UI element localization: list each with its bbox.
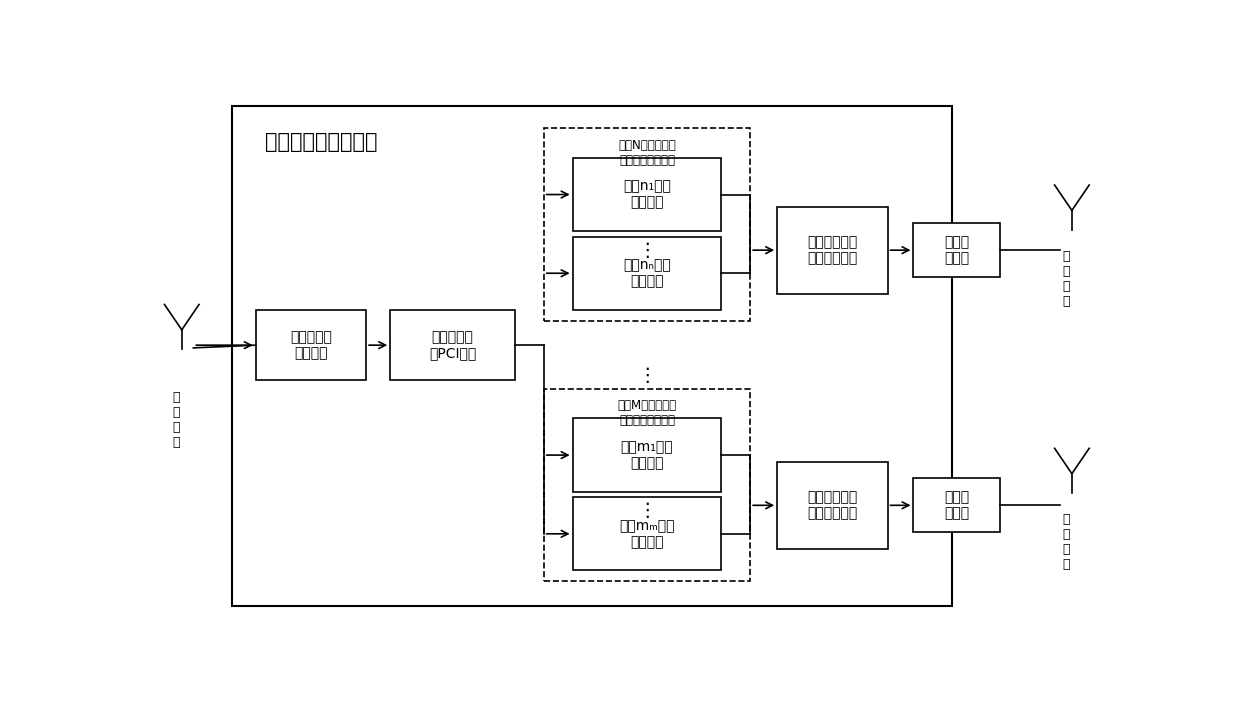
Bar — [390, 310, 515, 381]
Text: 同频点下小区
数据合并单元: 同频点下小区 数据合并单元 — [807, 490, 857, 520]
Text: 扫频及信号
接收单元: 扫频及信号 接收单元 — [290, 330, 332, 360]
Text: ⋮: ⋮ — [638, 240, 657, 259]
Text: 小区n₁基带
数据生成: 小区n₁基带 数据生成 — [623, 180, 672, 209]
Bar — [777, 462, 887, 548]
Bar — [232, 106, 952, 606]
Text: 发
送
天
线: 发 送 天 线 — [1062, 250, 1070, 308]
Text: 信号发
送单元: 信号发 送单元 — [944, 235, 969, 265]
Text: 小区m₁基带
数据生成: 小区m₁基带 数据生成 — [621, 440, 673, 470]
Text: ⋮: ⋮ — [638, 365, 657, 384]
Bar — [572, 237, 721, 310]
Bar — [913, 223, 1000, 277]
Text: 小区mₘ基带
数据生成: 小区mₘ基带 数据生成 — [620, 519, 675, 549]
Text: 小区nₙ基带
数据生成: 小区nₙ基带 数据生成 — [623, 258, 670, 288]
Text: ⋮: ⋮ — [638, 501, 657, 520]
Bar — [544, 388, 751, 582]
Bar — [572, 497, 721, 570]
Text: 频点N下单小区基
带数据生成单元集: 频点N下单小区基 带数据生成单元集 — [618, 139, 675, 167]
Text: 频点M下单小区基
带数据生成单元集: 频点M下单小区基 带数据生成单元集 — [617, 400, 676, 427]
Text: 多小区信源生成单元: 多小区信源生成单元 — [265, 132, 378, 152]
Bar — [572, 419, 721, 492]
Bar — [777, 207, 887, 293]
Text: 信号发
送单元: 信号发 送单元 — [944, 490, 969, 520]
Bar — [572, 158, 721, 231]
Text: 发
送
天
线: 发 送 天 线 — [1062, 513, 1070, 572]
Text: 同频点下小区
数据合并单元: 同频点下小区 数据合并单元 — [807, 235, 857, 265]
Text: 接
收
天
线: 接 收 天 线 — [172, 391, 180, 449]
Bar — [913, 478, 1000, 532]
Bar — [544, 128, 751, 321]
Text: 解析同步获
取PCI单元: 解析同步获 取PCI单元 — [429, 330, 476, 360]
Bar — [255, 310, 367, 381]
